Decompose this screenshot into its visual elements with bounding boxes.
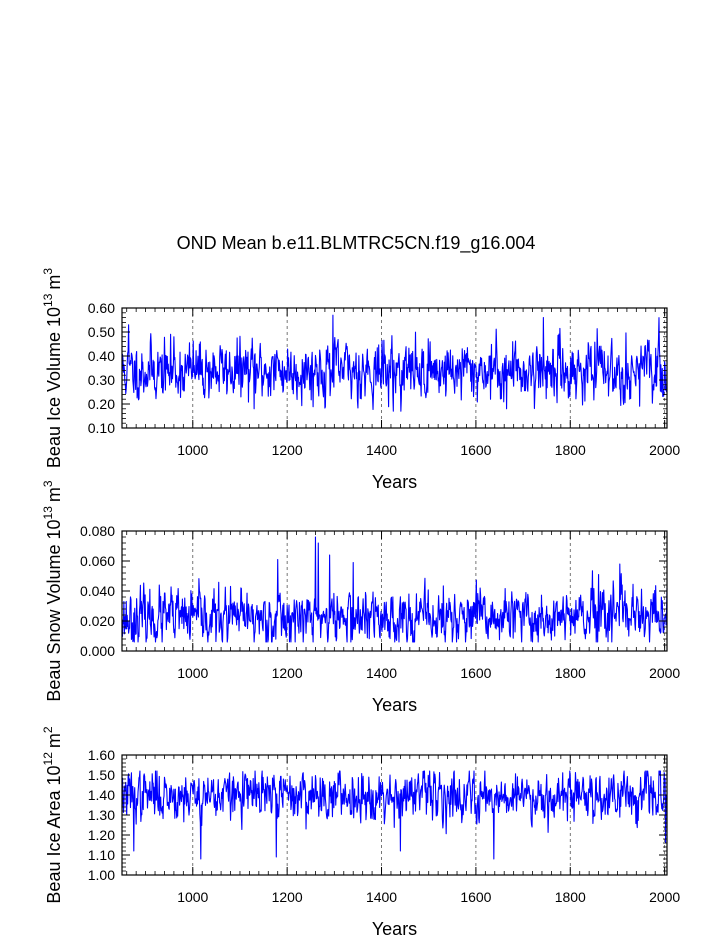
plot-frame	[121, 307, 668, 429]
x-tick-label: 1800	[555, 889, 586, 905]
y-tick-label: 0.020	[80, 613, 115, 629]
y-tick-label: 0.40	[88, 348, 115, 364]
x-tick-label: 1200	[272, 665, 303, 681]
y-tick-label: 1.30	[88, 807, 115, 823]
x-tick-label: 1600	[460, 889, 491, 905]
x-tick-label: 1400	[366, 889, 397, 905]
data-series-line	[121, 536, 668, 643]
y-tick-label: 0.10	[88, 420, 115, 436]
y-tick-label: 0.50	[88, 324, 115, 340]
y-tick-label: 1.00	[88, 867, 115, 883]
x-axis-label: Years	[372, 472, 417, 492]
ice-volume-panel: 1000 1200 1400 1600 1800 2000 0.10 0.20 0.30 0.40…	[41, 268, 680, 492]
x-tick-label: 1600	[460, 665, 491, 681]
x-tick-label: 1600	[460, 442, 491, 458]
y-tick-label: 0.30	[88, 372, 115, 388]
x-tick-label: 1400	[366, 665, 397, 681]
y-tick-label: 0.040	[80, 583, 115, 599]
x-tick-label: 1000	[177, 442, 208, 458]
y-tick-label: 1.50	[88, 767, 115, 783]
y-tick-label: 1.40	[88, 787, 115, 803]
snow-volume-panel: 1000 1200 1400 1600 1800 2000 0.000 0.020 0.040 0…	[41, 480, 680, 715]
chart-title: OND Mean b.e11.BLMTRC5CN.f19_g16.004	[177, 233, 536, 254]
x-tick-label: 2000	[649, 889, 680, 905]
y-axis-label: Beau Ice Area 1012m2	[41, 726, 64, 903]
data-series-line	[121, 314, 668, 412]
y-tick-label: 0.080	[80, 523, 115, 539]
y-tick-label: 0.000	[80, 643, 115, 659]
y-tick-label: 1.10	[88, 847, 115, 863]
y-axis-label: Beau Snow Volume 1013m3	[41, 480, 64, 702]
x-tick-label: 1000	[177, 889, 208, 905]
y-tick-label: 1.20	[88, 827, 115, 843]
data-series-line	[121, 770, 668, 860]
x-tick-label: 1200	[272, 442, 303, 458]
x-axis-label: Years	[372, 919, 417, 935]
y-tick-label: 1.60	[88, 747, 115, 763]
x-tick-label: 1800	[555, 442, 586, 458]
x-tick-label: 2000	[649, 442, 680, 458]
x-axis-label: Years	[372, 695, 417, 715]
y-axis-label: Beau Ice Volume 1013m3	[41, 268, 64, 468]
ice-area-panel: 1000 1200 1400 1600 1800 2000 1.00 1.10 1.20 1.30…	[41, 726, 680, 935]
y-tick-label: 0.060	[80, 553, 115, 569]
x-tick-label: 2000	[649, 665, 680, 681]
x-tick-label: 1000	[177, 665, 208, 681]
x-tick-label: 1200	[272, 889, 303, 905]
x-tick-label: 1400	[366, 442, 397, 458]
y-tick-label: 0.60	[88, 300, 115, 316]
y-tick-label: 0.20	[88, 396, 115, 412]
x-tick-label: 1800	[555, 665, 586, 681]
